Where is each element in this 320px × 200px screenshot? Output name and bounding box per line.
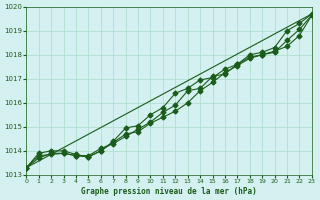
X-axis label: Graphe pression niveau de la mer (hPa): Graphe pression niveau de la mer (hPa) xyxy=(81,187,257,196)
